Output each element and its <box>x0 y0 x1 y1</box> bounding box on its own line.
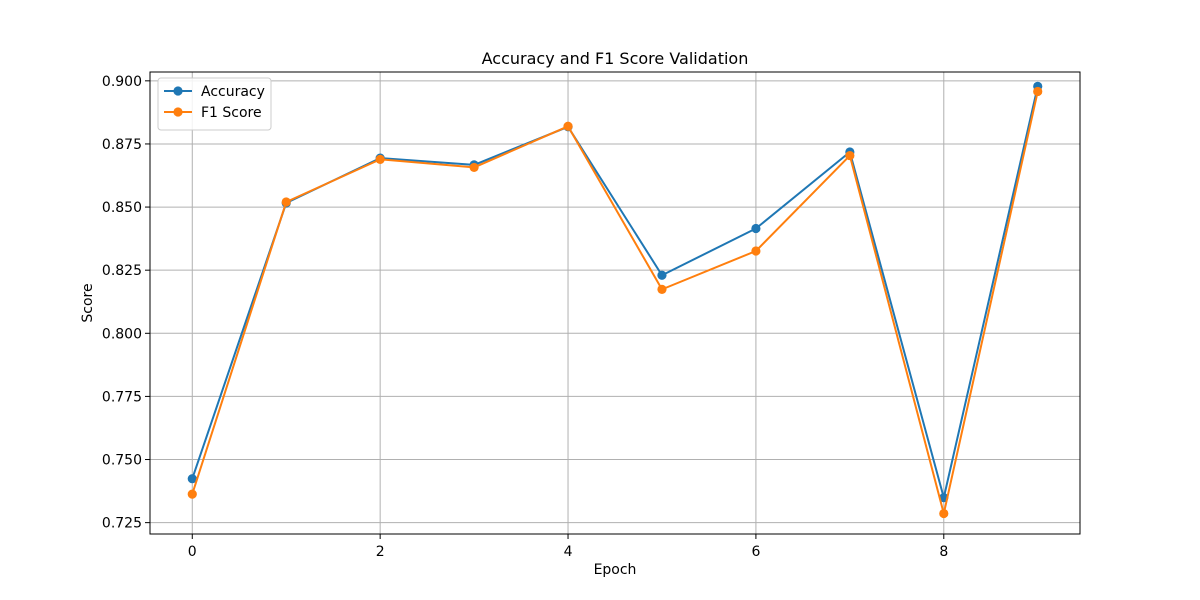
chart-title: Accuracy and F1 Score Validation <box>482 49 749 68</box>
legend-label: F1 Score <box>201 105 262 121</box>
x-tick-label: 0 <box>188 544 197 560</box>
data-point <box>751 246 761 256</box>
y-tick-label: 0.725 <box>102 516 142 532</box>
legend-marker <box>173 107 183 117</box>
legend-item: Accuracy <box>164 84 265 100</box>
y-tick-label: 0.775 <box>102 389 142 405</box>
x-tick-label: 6 <box>751 544 760 560</box>
data-point <box>187 489 197 499</box>
y-tick-label: 0.850 <box>102 200 142 216</box>
y-ticks: 0.725 0.750 0.775 0.800 0.825 0.850 0.875 0.900 <box>102 74 150 532</box>
grid-lines <box>150 72 1080 534</box>
x-tick-label: 4 <box>564 544 573 560</box>
legend-label: Accuracy <box>201 84 265 100</box>
data-point <box>1033 86 1043 97</box>
data-point <box>187 474 197 484</box>
legend-marker <box>173 86 183 96</box>
y-tick-label: 0.900 <box>102 74 142 90</box>
series-f1-score <box>187 86 1043 519</box>
series-layer <box>187 81 1043 519</box>
series-accuracy <box>187 81 1043 503</box>
axes-frame <box>149 71 1081 535</box>
data-point <box>939 508 949 519</box>
y-tick-label: 0.800 <box>102 326 142 342</box>
x-tick-label: 8 <box>939 544 948 560</box>
y-tick-label: 0.875 <box>102 137 142 153</box>
data-point <box>657 284 667 294</box>
x-tick-label: 2 <box>376 544 385 560</box>
y-tick-label: 0.825 <box>102 263 142 279</box>
y-axis-label: Score <box>80 283 96 322</box>
series-line <box>191 91 1039 515</box>
legend-item: F1 Score <box>164 105 262 121</box>
series-line <box>191 86 1039 499</box>
x-axis-label: Epoch <box>594 562 637 578</box>
axes-layer <box>149 71 1081 535</box>
data-point <box>281 197 291 207</box>
data-point <box>469 162 479 173</box>
data-point <box>751 223 761 234</box>
data-point <box>657 270 667 280</box>
data-point <box>845 150 855 161</box>
data-point <box>375 154 385 164</box>
data-point <box>563 121 573 131</box>
x-ticks: 0 2 4 6 8 <box>188 534 948 560</box>
y-tick-label: 0.750 <box>102 453 142 469</box>
legend: Accuracy F1 Score <box>157 77 272 131</box>
